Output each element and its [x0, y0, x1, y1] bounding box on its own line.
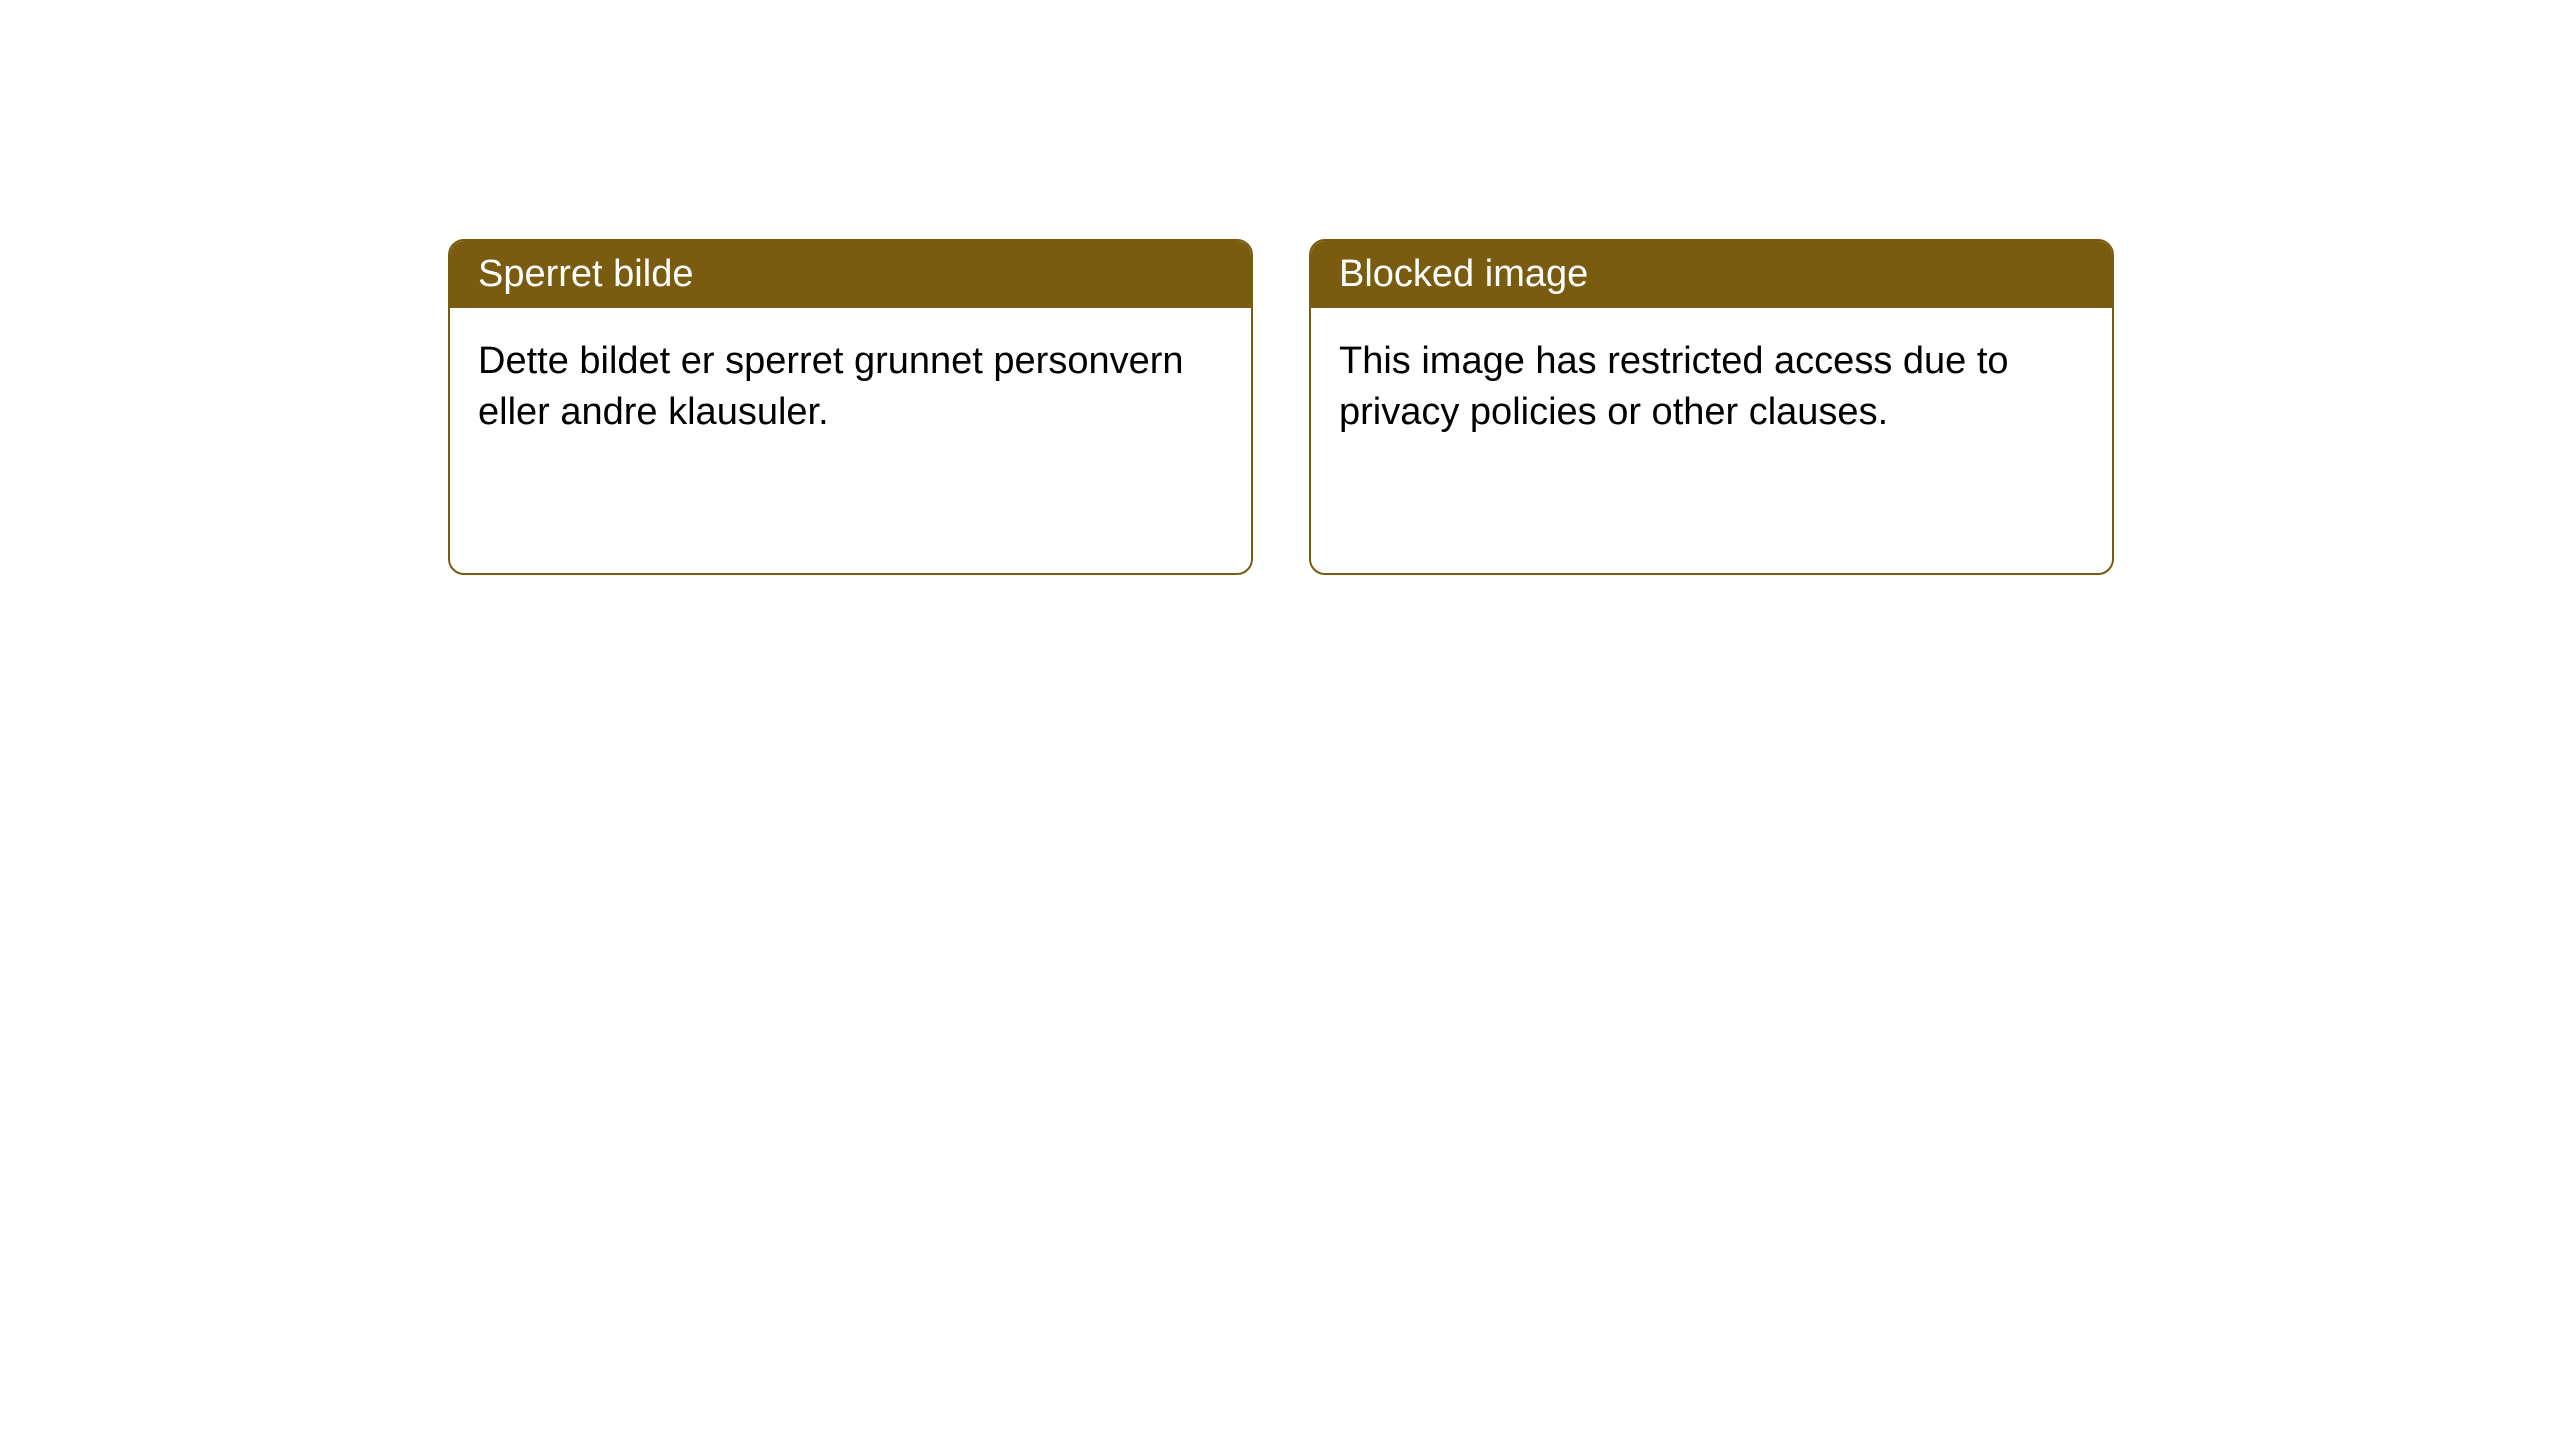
- notice-title: Sperret bilde: [478, 253, 693, 295]
- notice-title: Blocked image: [1339, 253, 1588, 295]
- notice-header: Sperret bilde: [450, 241, 1251, 308]
- notice-header: Blocked image: [1311, 241, 2112, 308]
- notice-body: Dette bildet er sperret grunnet personve…: [450, 308, 1251, 467]
- notice-container: Sperret bilde Dette bildet er sperret gr…: [448, 239, 2114, 575]
- notice-card-english: Blocked image This image has restricted …: [1309, 239, 2114, 575]
- notice-card-norwegian: Sperret bilde Dette bildet er sperret gr…: [448, 239, 1253, 575]
- notice-body-text: This image has restricted access due to …: [1339, 340, 2009, 433]
- notice-body-text: Dette bildet er sperret grunnet personve…: [478, 340, 1184, 433]
- notice-body: This image has restricted access due to …: [1311, 308, 2112, 467]
